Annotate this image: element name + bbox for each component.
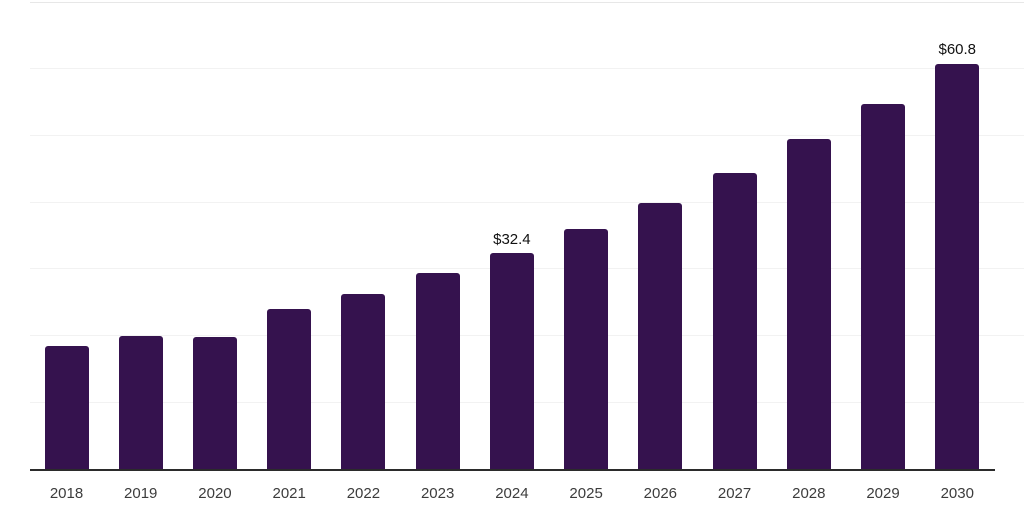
x-tick-2030: 2030 [940, 485, 974, 502]
x-tick-2029: 2029 [866, 485, 900, 502]
bar-2022 [341, 293, 386, 470]
x-tick-2025: 2025 [569, 485, 603, 502]
bar-2018 [44, 346, 89, 470]
x-tick-2027: 2027 [717, 485, 752, 502]
x-tick-2026: 2026 [643, 485, 678, 502]
bar-2029 [861, 103, 906, 470]
bar-2024 [489, 253, 534, 470]
bar-2021 [267, 308, 312, 470]
x-tick-2028: 2028 [792, 485, 826, 502]
bar-2025 [564, 229, 609, 470]
x-tick-2020: 2020 [198, 485, 232, 502]
bar-2020 [192, 336, 237, 470]
plot-area: $32.4 $60.8 [30, 2, 1024, 470]
bar-2023 [415, 273, 460, 470]
bar-2030 [935, 63, 980, 470]
x-axis-line [30, 469, 995, 471]
data-label-2024: $32.4 [493, 230, 531, 248]
bar-2026 [638, 202, 683, 470]
x-tick-2023: 2023 [420, 485, 455, 502]
x-tick-2024: 2024 [495, 485, 529, 502]
x-tick-2019: 2019 [124, 485, 158, 502]
bar-2028 [786, 139, 831, 470]
x-tick-2022: 2022 [346, 485, 381, 502]
plot-top-border [30, 2, 1024, 3]
bar-2019 [118, 335, 163, 470]
data-label-2030: $60.8 [938, 41, 977, 59]
gridline-60 [30, 67, 1024, 69]
x-tick-2018: 2018 [49, 485, 84, 502]
bar-2027 [712, 172, 757, 470]
x-tick-2021: 2021 [272, 485, 306, 502]
